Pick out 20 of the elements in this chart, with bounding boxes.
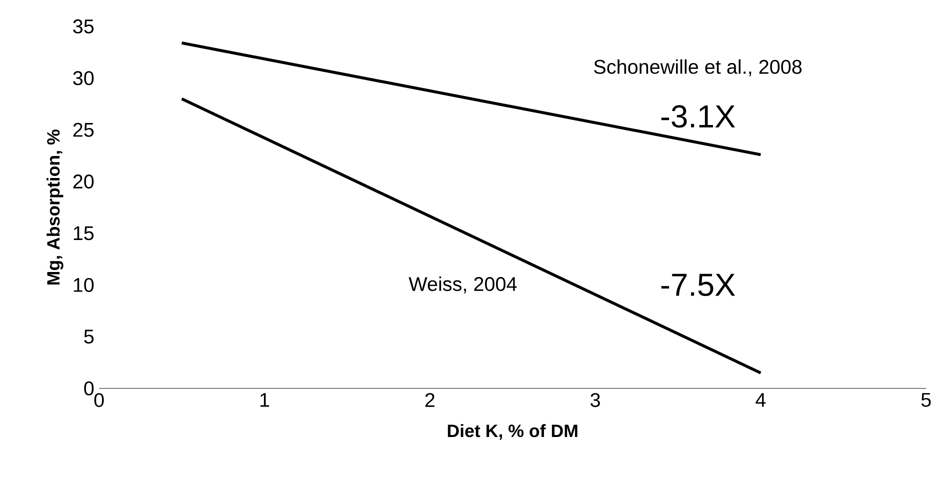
text: Schonewille et al., 2008 <box>594 59 802 76</box>
x-tick-label: 4 <box>756 392 766 407</box>
y-tick-label: 35 <box>73 19 94 34</box>
y-tick-label: 10 <box>74 278 94 292</box>
y-tick-label: 30 <box>73 71 94 86</box>
x-tick-label: 2 <box>425 392 434 407</box>
annotation: -7.5X <box>661 274 736 296</box>
x-tick-label: 5 <box>921 392 931 407</box>
annotation: -3.1X <box>661 105 736 128</box>
y-tick-label: 20 <box>73 174 94 188</box>
y-tick-label: 15 <box>74 226 94 240</box>
x-tick-label: 3 <box>590 392 600 407</box>
series-label: Weiss, 2004 <box>408 276 517 294</box>
y-tick-label: 5 <box>84 330 94 344</box>
x-tick-label: 0 <box>94 392 104 407</box>
x-tick-label: 1 <box>260 392 270 407</box>
y-tick-label: 25 <box>73 122 94 137</box>
y-tick-label: 0 <box>84 381 94 396</box>
y-axis-title: Mg, Absorption, % <box>46 129 64 284</box>
x-axis-title: Diet K, % of DM <box>448 424 578 440</box>
